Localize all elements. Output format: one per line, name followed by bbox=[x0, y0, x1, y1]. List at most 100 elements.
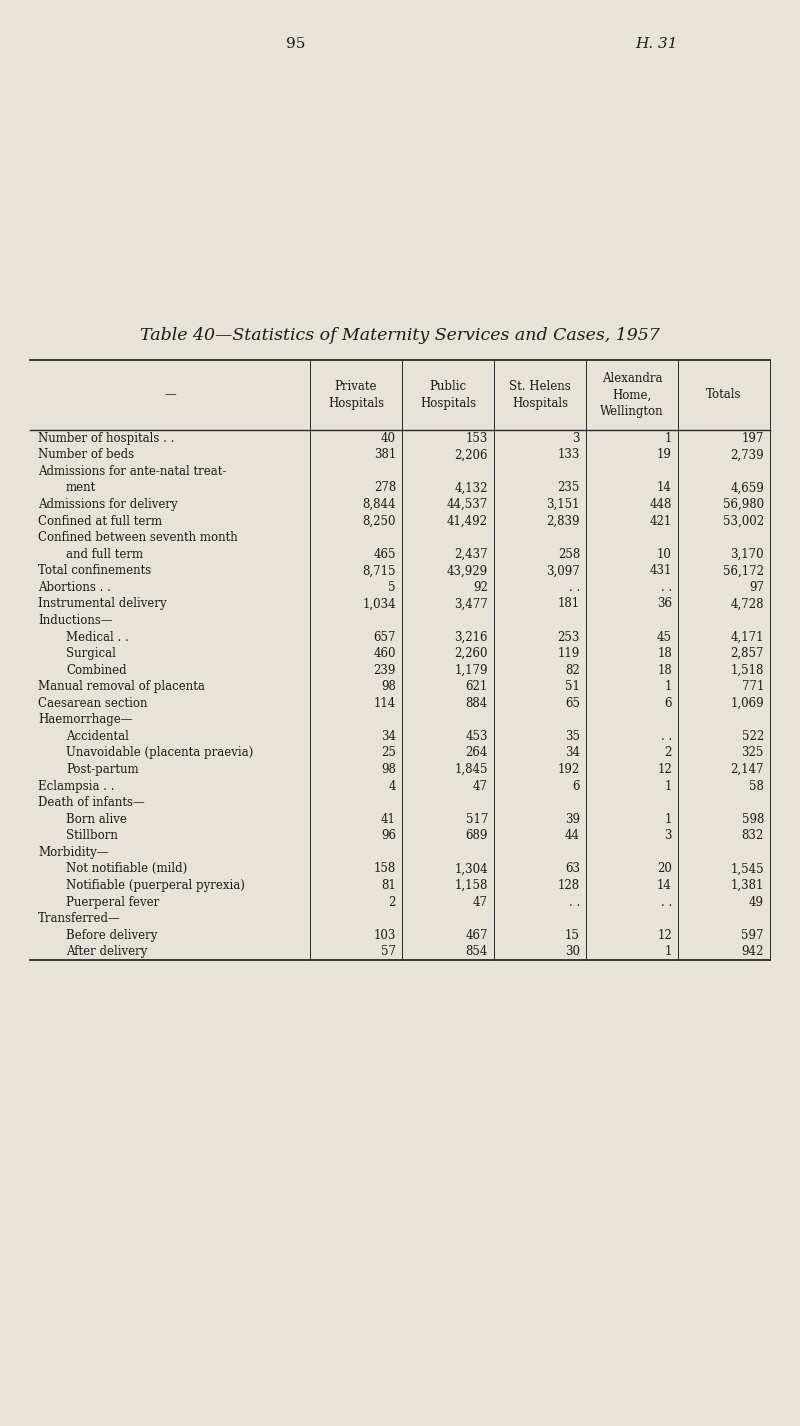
Text: Admissions for ante-natal treat-: Admissions for ante-natal treat- bbox=[38, 465, 226, 478]
Text: Caesarean section: Caesarean section bbox=[38, 697, 147, 710]
Text: 41,492: 41,492 bbox=[447, 515, 488, 528]
Text: 47: 47 bbox=[473, 896, 488, 908]
Text: 8,844: 8,844 bbox=[362, 498, 396, 511]
Text: 34: 34 bbox=[381, 730, 396, 743]
Text: Death of infants—: Death of infants— bbox=[38, 796, 145, 809]
Text: 103: 103 bbox=[374, 928, 396, 941]
Text: 3,151: 3,151 bbox=[546, 498, 580, 511]
Text: St. Helens
Hospitals: St. Helens Hospitals bbox=[509, 381, 571, 409]
Text: . .: . . bbox=[661, 730, 672, 743]
Text: 63: 63 bbox=[565, 863, 580, 876]
Text: 18: 18 bbox=[658, 663, 672, 677]
Text: 2: 2 bbox=[665, 746, 672, 760]
Text: 771: 771 bbox=[742, 680, 764, 693]
Text: 18: 18 bbox=[658, 647, 672, 660]
Text: Inductions—: Inductions— bbox=[38, 615, 113, 627]
Text: 325: 325 bbox=[742, 746, 764, 760]
Text: Eclampsia . .: Eclampsia . . bbox=[38, 780, 114, 793]
Text: 8,715: 8,715 bbox=[362, 565, 396, 578]
Text: and full term: and full term bbox=[66, 548, 143, 560]
Text: 25: 25 bbox=[381, 746, 396, 760]
Text: 44: 44 bbox=[565, 830, 580, 843]
Text: 114: 114 bbox=[374, 697, 396, 710]
Text: 181: 181 bbox=[558, 597, 580, 610]
Text: Table 40—Statistics of Maternity Services and Cases, 1957: Table 40—Statistics of Maternity Service… bbox=[140, 327, 660, 344]
Text: 81: 81 bbox=[382, 878, 396, 893]
Text: 421: 421 bbox=[650, 515, 672, 528]
Text: Manual removal of placenta: Manual removal of placenta bbox=[38, 680, 205, 693]
Text: 45: 45 bbox=[657, 630, 672, 643]
Text: 19: 19 bbox=[657, 448, 672, 462]
Text: 153: 153 bbox=[466, 432, 488, 445]
Text: Alexandra
Home,
Wellington: Alexandra Home, Wellington bbox=[600, 372, 664, 418]
Text: 49: 49 bbox=[749, 896, 764, 908]
Text: H. 31: H. 31 bbox=[634, 37, 678, 51]
Text: Morbidity—: Morbidity— bbox=[38, 846, 109, 858]
Text: Haemorrhage—: Haemorrhage— bbox=[38, 713, 133, 726]
Text: 4,728: 4,728 bbox=[730, 597, 764, 610]
Text: 39: 39 bbox=[565, 813, 580, 826]
Text: Confined at full term: Confined at full term bbox=[38, 515, 162, 528]
Text: 597: 597 bbox=[742, 928, 764, 941]
Text: 2,857: 2,857 bbox=[730, 647, 764, 660]
Text: Totals: Totals bbox=[706, 388, 742, 402]
Text: Number of beds: Number of beds bbox=[38, 448, 134, 462]
Text: 467: 467 bbox=[466, 928, 488, 941]
Text: 3,097: 3,097 bbox=[546, 565, 580, 578]
Text: . .: . . bbox=[569, 896, 580, 908]
Text: —: — bbox=[164, 388, 176, 402]
Text: 95: 95 bbox=[286, 37, 306, 51]
Text: 96: 96 bbox=[381, 830, 396, 843]
Text: 253: 253 bbox=[558, 630, 580, 643]
Text: 119: 119 bbox=[558, 647, 580, 660]
Text: 2,437: 2,437 bbox=[454, 548, 488, 560]
Text: 58: 58 bbox=[749, 780, 764, 793]
Text: 12: 12 bbox=[658, 763, 672, 776]
Text: 517: 517 bbox=[466, 813, 488, 826]
Text: 97: 97 bbox=[749, 580, 764, 593]
Text: 657: 657 bbox=[374, 630, 396, 643]
Text: 2,147: 2,147 bbox=[730, 763, 764, 776]
Text: Combined: Combined bbox=[66, 663, 126, 677]
Text: 278: 278 bbox=[374, 482, 396, 495]
Text: 53,002: 53,002 bbox=[723, 515, 764, 528]
Text: 1,545: 1,545 bbox=[730, 863, 764, 876]
Text: Abortions . .: Abortions . . bbox=[38, 580, 111, 593]
Text: 12: 12 bbox=[658, 928, 672, 941]
Text: 1: 1 bbox=[665, 945, 672, 958]
Text: 1: 1 bbox=[665, 432, 672, 445]
Text: 2,739: 2,739 bbox=[730, 448, 764, 462]
Text: . .: . . bbox=[661, 896, 672, 908]
Text: Public
Hospitals: Public Hospitals bbox=[420, 381, 476, 409]
Text: 4,132: 4,132 bbox=[454, 482, 488, 495]
Text: 192: 192 bbox=[558, 763, 580, 776]
Text: 41: 41 bbox=[381, 813, 396, 826]
Text: 1: 1 bbox=[665, 680, 672, 693]
Text: 689: 689 bbox=[466, 830, 488, 843]
Text: 522: 522 bbox=[742, 730, 764, 743]
Text: 3,170: 3,170 bbox=[730, 548, 764, 560]
Text: 51: 51 bbox=[565, 680, 580, 693]
Text: Stillborn: Stillborn bbox=[66, 830, 118, 843]
Text: 2: 2 bbox=[389, 896, 396, 908]
Text: 34: 34 bbox=[565, 746, 580, 760]
Text: 4: 4 bbox=[389, 780, 396, 793]
Text: Private
Hospitals: Private Hospitals bbox=[328, 381, 384, 409]
Text: Before delivery: Before delivery bbox=[66, 928, 158, 941]
Text: 98: 98 bbox=[381, 680, 396, 693]
Text: 57: 57 bbox=[381, 945, 396, 958]
Text: 10: 10 bbox=[657, 548, 672, 560]
Text: 3,477: 3,477 bbox=[454, 597, 488, 610]
Text: . .: . . bbox=[569, 580, 580, 593]
Text: 4,659: 4,659 bbox=[730, 482, 764, 495]
Text: 453: 453 bbox=[466, 730, 488, 743]
Text: 3: 3 bbox=[573, 432, 580, 445]
Text: 40: 40 bbox=[381, 432, 396, 445]
Text: 854: 854 bbox=[466, 945, 488, 958]
Text: 1,034: 1,034 bbox=[362, 597, 396, 610]
Text: Number of hospitals . .: Number of hospitals . . bbox=[38, 432, 174, 445]
Text: 47: 47 bbox=[473, 780, 488, 793]
Text: Confined between seventh month: Confined between seventh month bbox=[38, 530, 238, 545]
Text: 235: 235 bbox=[558, 482, 580, 495]
Text: 465: 465 bbox=[374, 548, 396, 560]
